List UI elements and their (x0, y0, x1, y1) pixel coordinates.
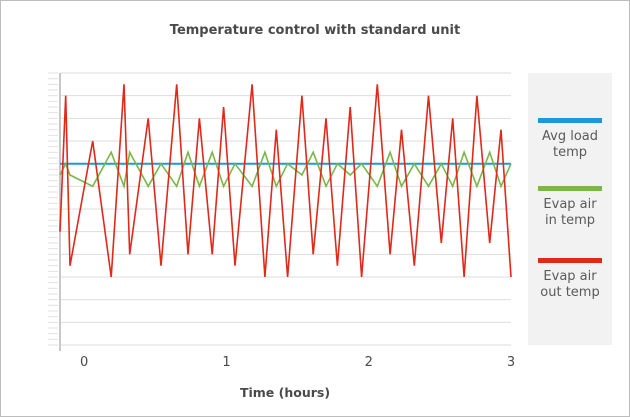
legend-label: Avg load temp (542, 129, 598, 160)
x-tick-label: 3 (507, 355, 515, 370)
x-axis-label: Time (hours) (239, 385, 331, 400)
legend-item-avg-load-temp: Avg load temp (528, 118, 612, 161)
legend-item-evap-air-out-temp: Evap air out temp (528, 258, 612, 301)
legend-swatch (538, 258, 602, 263)
x-tick-label: 1 (222, 355, 230, 370)
minor-tick-marks (48, 72, 58, 346)
legend-label: Evap air out temp (540, 269, 600, 300)
x-tick-label: 0 (80, 355, 88, 370)
x-tick-labels: 0 1 2 3 (80, 355, 515, 370)
legend: Avg load temp Evap air in temp Evap air … (528, 73, 612, 345)
x-tick-label: 2 (365, 355, 373, 370)
series-lines (59, 84, 512, 278)
legend-label: Evap air in temp (543, 197, 597, 228)
legend-item-evap-air-in-temp: Evap air in temp (528, 186, 612, 229)
legend-swatch (538, 186, 602, 191)
series-line-2 (59, 84, 512, 278)
legend-swatch (538, 118, 602, 123)
series-line-1 (59, 149, 512, 190)
chart-title: Temperature control with standard unit (169, 23, 461, 38)
